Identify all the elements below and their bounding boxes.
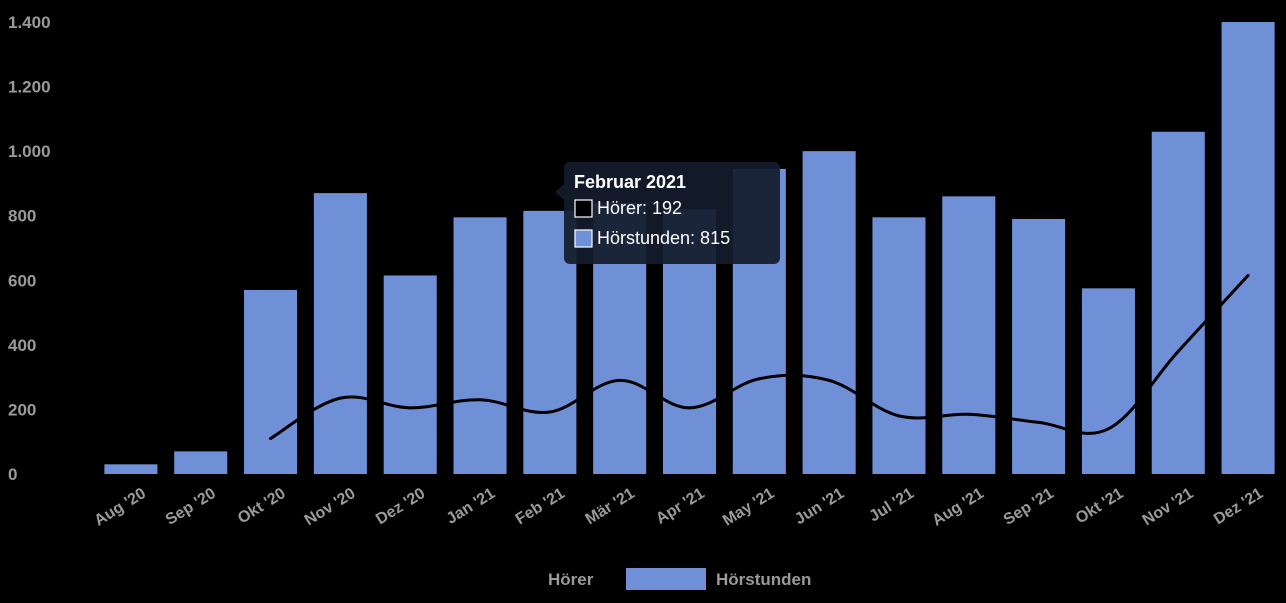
legend-label-hoerstunden: Hörstunden bbox=[716, 570, 811, 589]
y-tick-label: 800 bbox=[8, 207, 36, 226]
y-tick-label: 1.400 bbox=[8, 13, 51, 32]
x-tick-label: Nov '21 bbox=[1140, 485, 1197, 529]
point-hoerer bbox=[1176, 349, 1180, 353]
x-tick-label: Mär '21 bbox=[583, 485, 638, 528]
bar-hoerstunden bbox=[1081, 288, 1135, 474]
tooltip-box bbox=[564, 162, 780, 264]
bar-hoerstunden bbox=[104, 464, 158, 474]
bar-hoerstunden bbox=[383, 275, 437, 474]
y-tick-label: 1.200 bbox=[8, 78, 51, 97]
x-tick-label: Dez '21 bbox=[1211, 485, 1266, 528]
x-tick-label: Jan '21 bbox=[444, 485, 499, 528]
bar-hoerstunden bbox=[1012, 218, 1066, 474]
bars-hoerstunden bbox=[104, 22, 1275, 475]
point-hoerer bbox=[1106, 427, 1110, 431]
point-hoerer bbox=[897, 414, 901, 418]
y-axis: 0 200 400 600 800 1.000 1.200 1.400 bbox=[8, 13, 51, 484]
tooltip-caret bbox=[555, 184, 564, 200]
x-tick-label: Aug '21 bbox=[929, 485, 987, 530]
x-tick-label: Feb '21 bbox=[513, 485, 568, 528]
point-hoerer bbox=[269, 436, 273, 440]
point-hoerer bbox=[408, 406, 412, 410]
tooltip-line: Hörer: 192 bbox=[597, 198, 682, 218]
point-hoerer bbox=[548, 410, 552, 414]
legend-swatch-hoerstunden bbox=[626, 568, 706, 590]
tooltip-swatch bbox=[574, 199, 593, 218]
tooltip-swatch bbox=[574, 229, 593, 248]
x-tick-label: Sep '21 bbox=[1001, 485, 1057, 529]
x-tick-label: Sep '20 bbox=[163, 485, 219, 529]
tooltip: Februar 2021 Hörer: 192 Hörstunden: 815 bbox=[555, 162, 780, 264]
bar-hoerstunden bbox=[174, 451, 228, 474]
x-tick-label: Nov '20 bbox=[302, 485, 359, 529]
line-hoerer bbox=[269, 273, 1250, 440]
y-tick-label: 600 bbox=[8, 271, 36, 290]
point-hoerer bbox=[827, 378, 831, 382]
point-hoerer bbox=[338, 396, 342, 400]
point-hoerer bbox=[1246, 273, 1250, 277]
x-tick-label: Jul '21 bbox=[866, 485, 917, 526]
x-tick-label: Okt '21 bbox=[1073, 485, 1127, 527]
bar-hoerstunden bbox=[313, 193, 367, 474]
legend-label-hoerer: Hörer bbox=[548, 570, 594, 589]
bar-hoerstunden bbox=[453, 217, 507, 475]
point-hoerer bbox=[1037, 420, 1041, 424]
legend: Hörer Hörstunden bbox=[548, 568, 811, 590]
x-tick-label: May '21 bbox=[720, 485, 778, 530]
bar-hoerstunden bbox=[942, 196, 996, 475]
bar-hoerstunden bbox=[872, 217, 926, 475]
x-tick-label: Okt '20 bbox=[235, 485, 289, 527]
point-hoerer bbox=[618, 378, 622, 382]
y-tick-label: 400 bbox=[8, 336, 36, 355]
bar-hoerstunden bbox=[244, 289, 298, 474]
x-tick-label: Jun '21 bbox=[792, 485, 847, 528]
tooltip-line: Hörstunden: 815 bbox=[597, 228, 730, 248]
point-hoerer bbox=[967, 412, 971, 416]
bar-hoerstunden bbox=[1221, 22, 1275, 474]
y-tick-label: 0 bbox=[8, 465, 17, 484]
x-tick-label: Dez '20 bbox=[373, 485, 428, 528]
x-tick-label: Aug '20 bbox=[92, 485, 150, 530]
point-hoerer bbox=[757, 377, 761, 381]
point-hoerer bbox=[688, 406, 691, 410]
x-tick-label: Apr '21 bbox=[653, 485, 708, 528]
y-tick-label: 200 bbox=[8, 400, 36, 419]
tooltip-title: Februar 2021 bbox=[574, 172, 686, 192]
x-axis: Aug '20 Sep '20 Okt '20 Nov '20 Dez '20 Jan '… bbox=[92, 485, 1267, 530]
y-tick-label: 1.000 bbox=[8, 142, 51, 161]
bar-hoerstunden bbox=[802, 151, 856, 474]
bar-hoerstunden bbox=[1151, 131, 1205, 474]
point-hoerer bbox=[478, 398, 482, 402]
